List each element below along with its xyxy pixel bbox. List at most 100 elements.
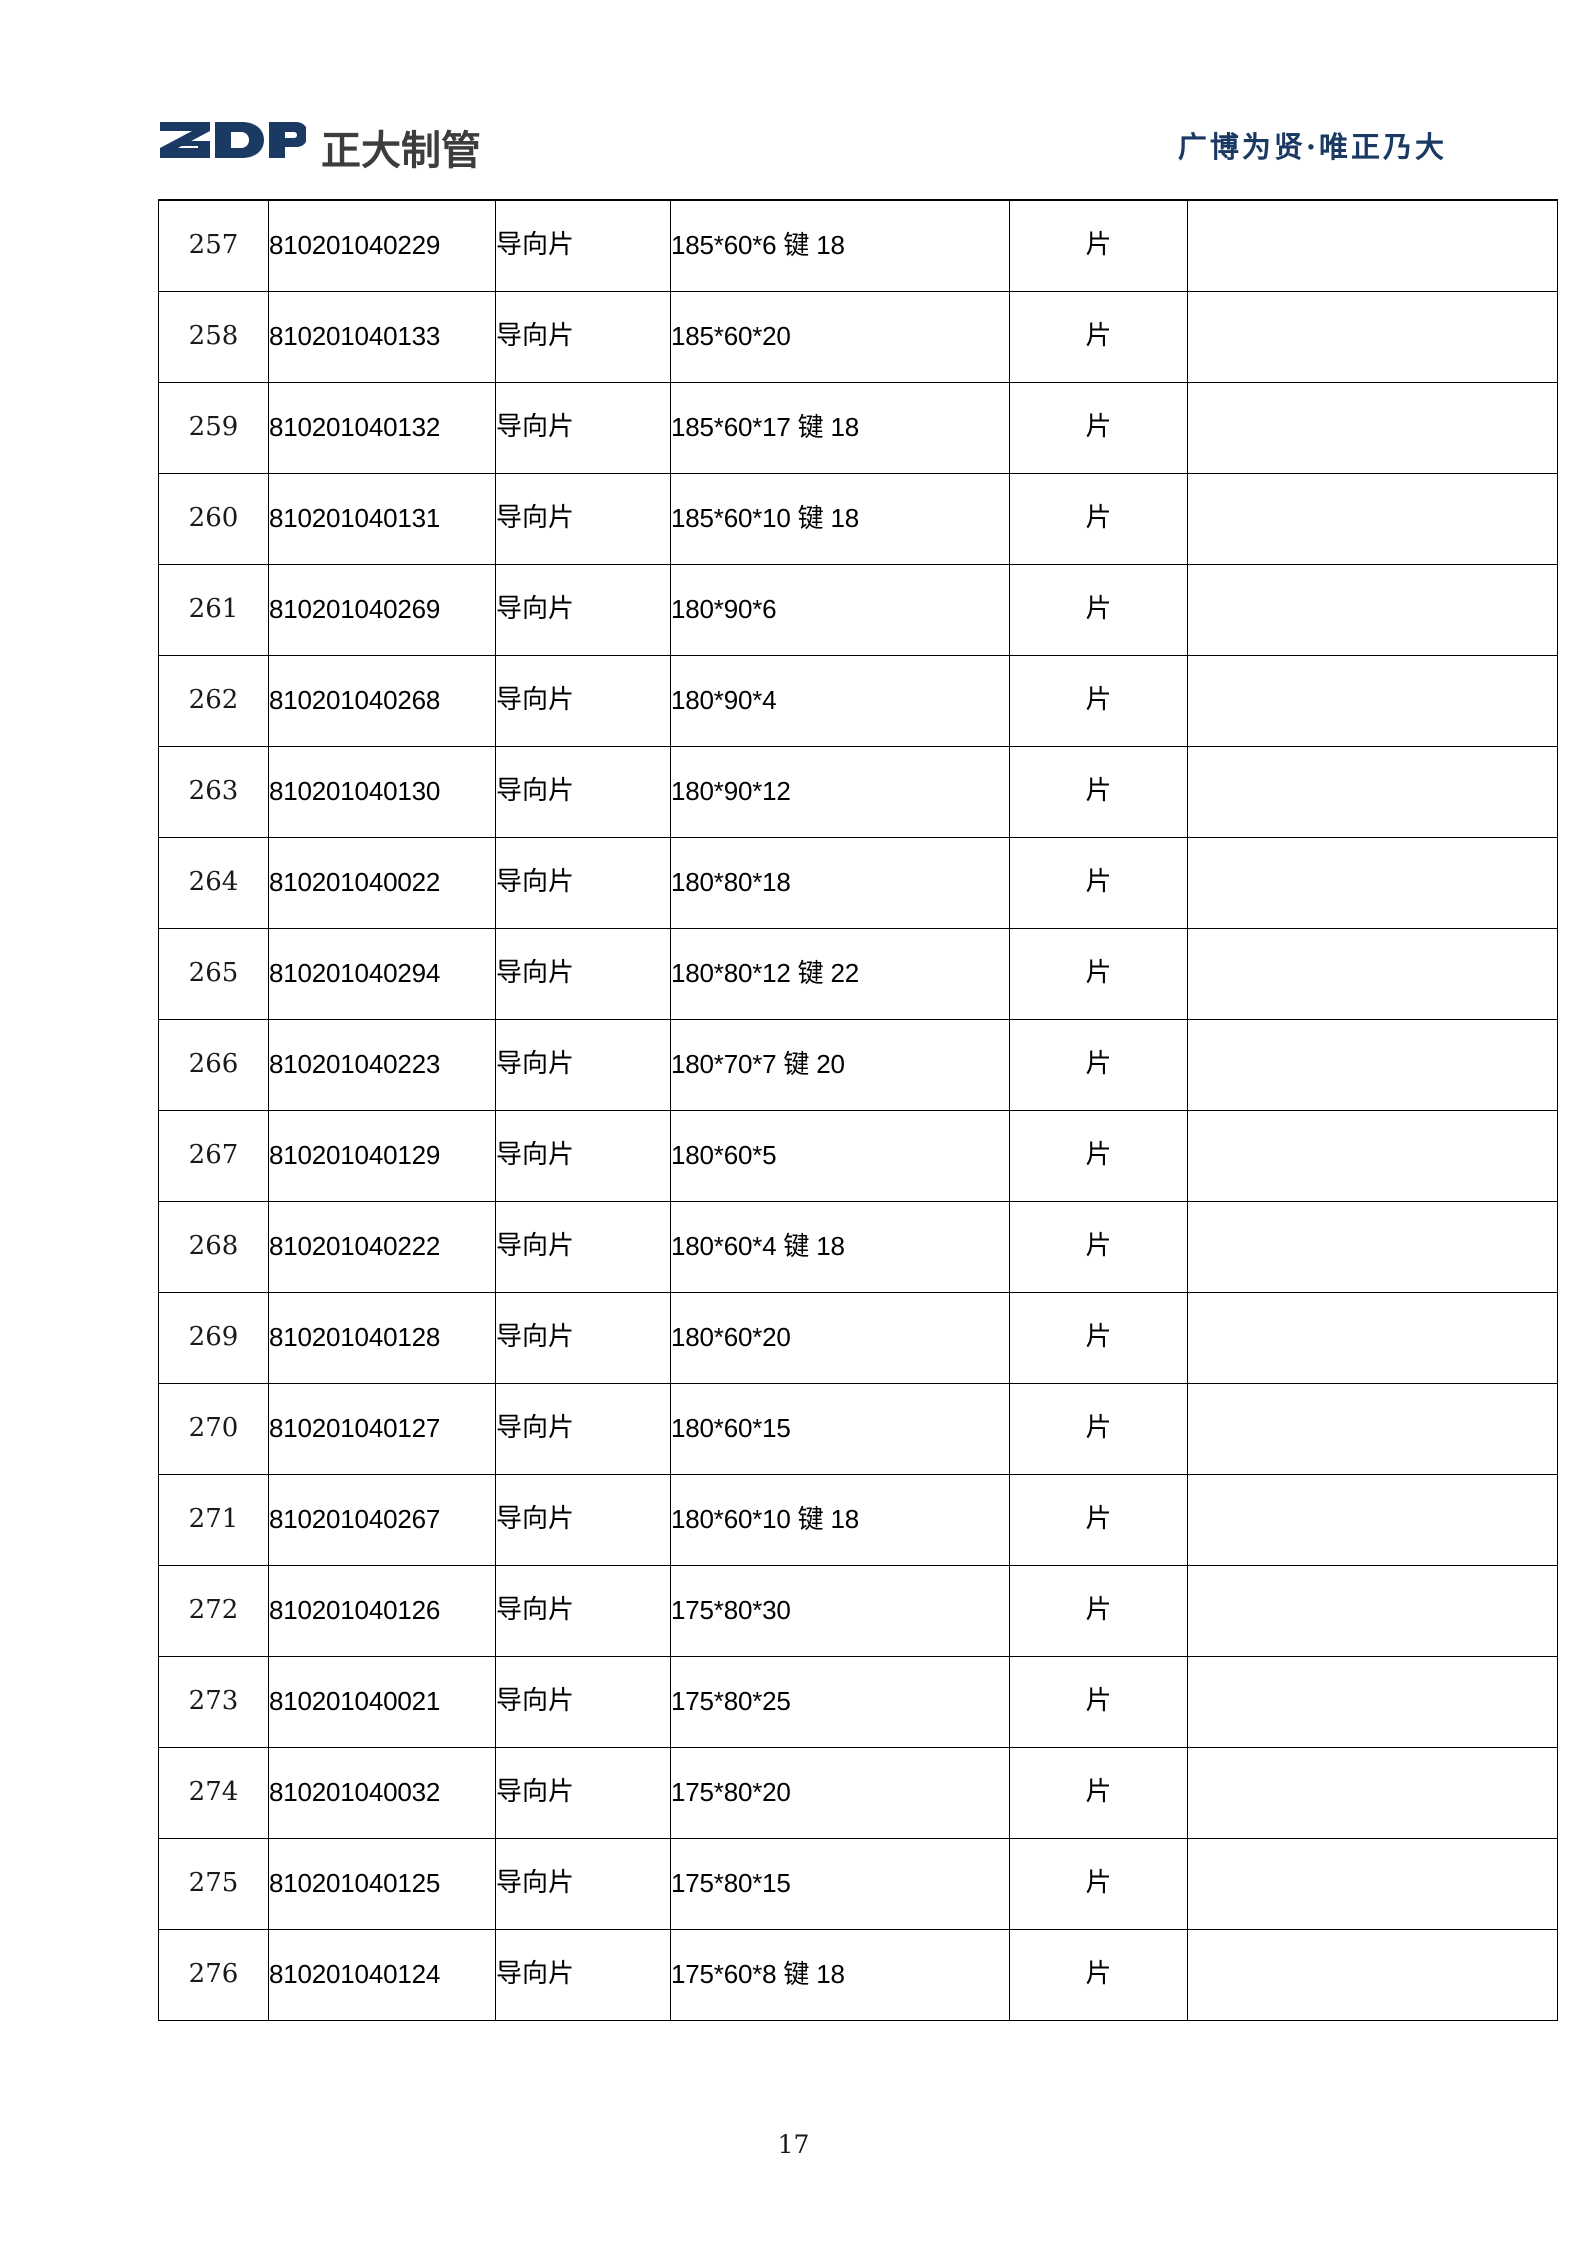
table-row: 271 810201040267 导向片 180*60*10 键 18 片 [158,1474,1558,1566]
cell-part-name: 导向片 [495,473,671,565]
cell-specification: 180*60*5 [670,1110,1010,1202]
cell-specification: 175*80*25 [670,1656,1010,1748]
table-row: 260 810201040131 导向片 185*60*10 键 18 片 [158,473,1558,565]
cell-part-name: 导向片 [495,837,671,929]
cell-material-code: 810201040127 [268,1383,496,1475]
cell-specification: 180*90*12 [670,746,1010,838]
page-number: 17 [777,2130,810,2159]
page-header: 正大制管 广博为贤·唯正乃大 [0,118,1587,174]
company-tagline: 广博为贤·唯正乃大 [1177,130,1447,164]
cell-remark [1187,564,1558,656]
cell-specification: 180*60*4 键 18 [670,1201,1010,1293]
cell-remark [1187,1292,1558,1384]
cell-specification: 180*60*10 键 18 [670,1474,1010,1566]
cell-remark [1187,291,1558,383]
cell-material-code: 810201040129 [268,1110,496,1202]
cell-unit: 片 [1009,473,1188,565]
cell-part-name: 导向片 [495,1292,671,1384]
cell-index: 265 [158,928,269,1020]
cell-material-code: 810201040128 [268,1292,496,1384]
cell-index: 270 [158,1383,269,1475]
cell-part-name: 导向片 [495,1474,671,1566]
cell-index: 274 [158,1747,269,1839]
cell-part-name: 导向片 [495,1201,671,1293]
cell-index: 257 [158,199,269,292]
parts-table: 257 810201040229 导向片 185*60*6 键 18 片 258 81020… [158,199,1558,2021]
cell-material-code: 810201040131 [268,473,496,565]
cell-index: 260 [158,473,269,565]
cell-material-code: 810201040133 [268,291,496,383]
cell-specification: 175*80*30 [670,1565,1010,1657]
cell-remark [1187,1656,1558,1748]
table-row: 269 810201040128 导向片 180*60*20 片 [158,1292,1558,1384]
cell-remark [1187,746,1558,838]
parts-table-body: 257 810201040229 导向片 185*60*6 键 18 片 258 81020… [158,199,1558,2021]
cell-material-code: 810201040222 [268,1201,496,1293]
cell-unit: 片 [1009,1383,1188,1475]
cell-material-code: 810201040229 [268,199,496,292]
cell-unit: 片 [1009,746,1188,838]
cell-unit: 片 [1009,1474,1188,1566]
cell-unit: 片 [1009,1747,1188,1839]
cell-unit: 片 [1009,1201,1188,1293]
cell-specification: 175*60*8 键 18 [670,1929,1010,2021]
cell-index: 276 [158,1929,269,2021]
table-row: 272 810201040126 导向片 175*80*30 片 [158,1565,1558,1657]
cell-index: 259 [158,382,269,474]
cell-remark [1187,655,1558,747]
cell-remark [1187,928,1558,1020]
cell-unit: 片 [1009,655,1188,747]
cell-specification: 185*60*17 键 18 [670,382,1010,474]
table-row: 264 810201040022 导向片 180*80*18 片 [158,837,1558,929]
cell-material-code: 810201040125 [268,1838,496,1930]
cell-index: 272 [158,1565,269,1657]
cell-material-code: 810201040022 [268,837,496,929]
cell-part-name: 导向片 [495,746,671,838]
cell-specification: 180*80*12 键 22 [670,928,1010,1020]
cell-remark [1187,1565,1558,1657]
cell-unit: 片 [1009,1929,1188,2021]
cell-unit: 片 [1009,1110,1188,1202]
cell-part-name: 导向片 [495,1110,671,1202]
cell-remark [1187,473,1558,565]
cell-material-code: 810201040126 [268,1565,496,1657]
zdp-wordmark-icon [158,118,306,162]
parts-table-container: 257 810201040229 导向片 185*60*6 键 18 片 258 81020… [158,199,1558,2021]
cell-part-name: 导向片 [495,1929,671,2021]
table-row: 266 810201040223 导向片 180*70*7 键 20 片 [158,1019,1558,1111]
cell-unit: 片 [1009,1838,1188,1930]
cell-index: 271 [158,1474,269,1566]
cell-unit: 片 [1009,382,1188,474]
cell-remark [1187,837,1558,929]
cell-index: 273 [158,1656,269,1748]
cell-remark [1187,1929,1558,2021]
cell-part-name: 导向片 [495,564,671,656]
cell-unit: 片 [1009,1292,1188,1384]
cell-remark [1187,1201,1558,1293]
cell-material-code: 810201040021 [268,1656,496,1748]
cell-part-name: 导向片 [495,1656,671,1748]
company-logo: 正大制管 [158,118,481,174]
cell-part-name: 导向片 [495,1838,671,1930]
table-row: 259 810201040132 导向片 185*60*17 键 18 片 [158,382,1558,474]
logo-company-name: 正大制管 [321,128,481,174]
cell-unit: 片 [1009,837,1188,929]
cell-index: 261 [158,564,269,656]
cell-index: 269 [158,1292,269,1384]
cell-part-name: 导向片 [495,1383,671,1475]
cell-specification: 175*80*20 [670,1747,1010,1839]
cell-remark [1187,1474,1558,1566]
cell-remark [1187,1838,1558,1930]
table-row: 275 810201040125 导向片 175*80*15 片 [158,1838,1558,1930]
cell-unit: 片 [1009,1019,1188,1111]
table-row: 273 810201040021 导向片 175*80*25 片 [158,1656,1558,1748]
cell-index: 268 [158,1201,269,1293]
cell-specification: 180*80*18 [670,837,1010,929]
cell-unit: 片 [1009,928,1188,1020]
cell-unit: 片 [1009,291,1188,383]
cell-index: 262 [158,655,269,747]
cell-material-code: 810201040124 [268,1929,496,2021]
table-row: 258 810201040133 导向片 185*60*20 片 [158,291,1558,383]
cell-specification: 175*80*15 [670,1838,1010,1930]
table-row: 267 810201040129 导向片 180*60*5 片 [158,1110,1558,1202]
